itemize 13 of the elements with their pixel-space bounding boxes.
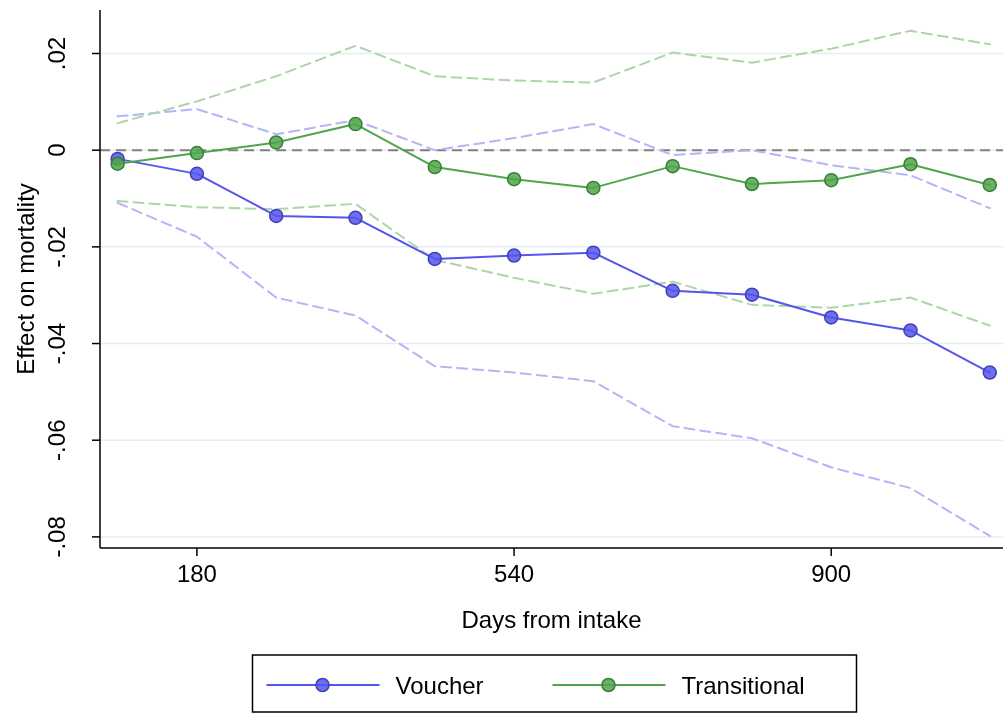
y-axis-title: Effect on mortality — [12, 183, 39, 375]
y-tick-label: -.04 — [42, 322, 70, 365]
y-tick-label: .02 — [42, 36, 70, 71]
y-tick-label: -.08 — [42, 516, 70, 558]
y-tick-label: -.06 — [42, 419, 70, 461]
x-tick-label: 540 — [494, 560, 535, 587]
y-tick-label: 0 — [42, 143, 70, 157]
x-tick-label: 900 — [811, 560, 852, 587]
legend-label: Voucher — [395, 671, 484, 699]
x-tick-label: 180 — [176, 560, 217, 587]
y-tick-label: -.02 — [42, 226, 70, 268]
x-axis-title: Days from intake — [461, 606, 642, 633]
legend-label: Transitional — [681, 671, 805, 699]
